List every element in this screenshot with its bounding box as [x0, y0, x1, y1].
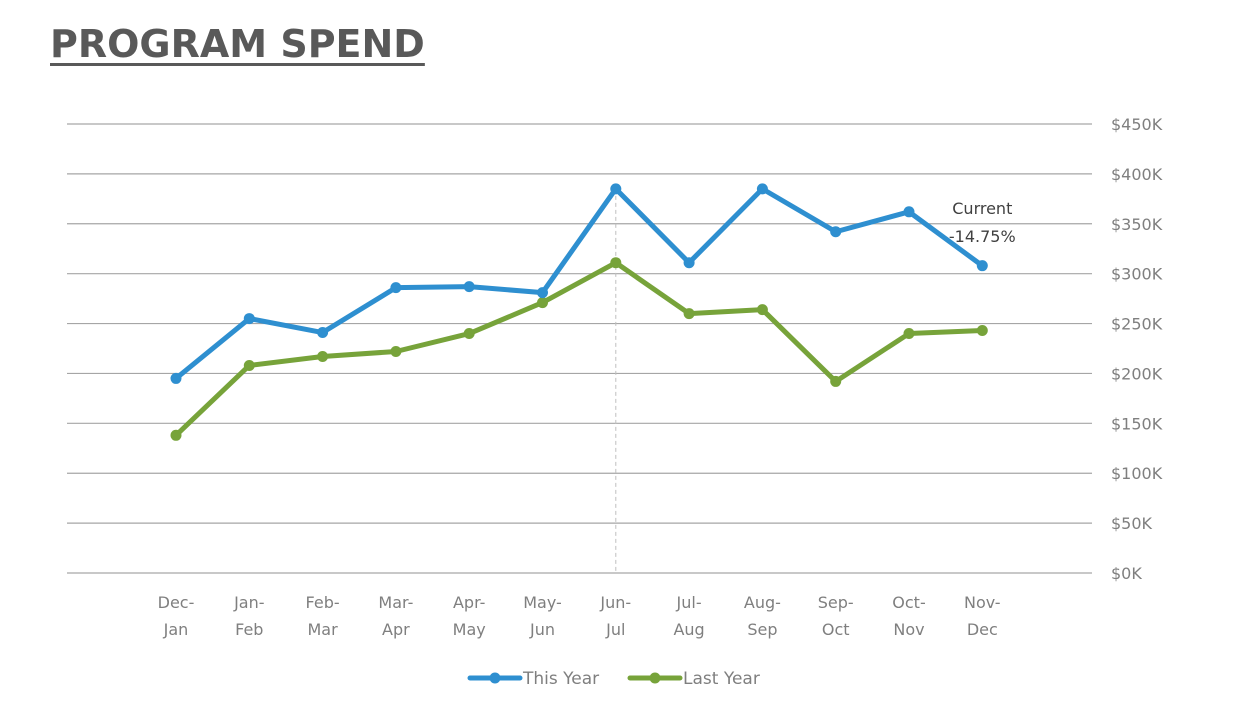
y-tick-label: $50K	[1111, 514, 1153, 533]
data-point	[170, 429, 182, 441]
y-axis-tick-labels: $0K $50K $100K $150K $200K $250K $300K $350K $40…	[1111, 115, 1163, 583]
data-point	[976, 325, 988, 337]
x-tick-label: Dec-	[158, 593, 195, 612]
x-tick-label: Nov-	[964, 593, 1001, 612]
annotation-line: -14.75%	[949, 227, 1016, 246]
data-point	[756, 304, 768, 316]
y-tick-label: $150K	[1111, 414, 1163, 433]
x-tick-label: Oct-	[892, 593, 925, 612]
legend-label: Last Year	[683, 669, 760, 689]
x-tick-label: Jul	[605, 620, 625, 639]
page-title: PROGRAM SPEND	[50, 22, 425, 66]
gridlines	[67, 123, 1092, 574]
legend-marker	[489, 672, 501, 684]
data-point	[756, 183, 768, 195]
y-tick-label: $450K	[1111, 115, 1163, 134]
x-tick-label: Apr-	[453, 593, 485, 612]
x-tick-label: Sep	[747, 620, 777, 639]
legend: This Year Last Year	[467, 669, 760, 689]
data-point	[243, 313, 255, 325]
x-tick-label: Aug	[673, 620, 704, 639]
x-tick-label: Jun-	[599, 593, 631, 612]
x-tick-label: Mar	[308, 620, 339, 639]
series-line-this-year	[173, 186, 985, 381]
x-tick-label: Feb-	[306, 593, 340, 612]
data-point	[463, 281, 475, 293]
x-tick-label: Jan	[163, 620, 189, 639]
x-tick-label: Jun	[529, 620, 555, 639]
x-tick-label: Nov	[893, 620, 924, 639]
data-point	[243, 359, 255, 371]
x-tick-label: May	[453, 620, 486, 639]
y-tick-label: $200K	[1111, 364, 1163, 383]
y-tick-label: $0K	[1111, 564, 1142, 583]
x-tick-label: Mar-	[378, 593, 413, 612]
x-tick-label: Oct	[822, 620, 850, 639]
x-tick-label: Jul-	[676, 593, 702, 612]
x-tick-label: Jan-	[233, 593, 264, 612]
y-tick-label: $100K	[1111, 464, 1163, 483]
y-tick-label: $400K	[1111, 165, 1163, 184]
data-point	[610, 257, 622, 269]
x-tick-label: Aug-	[744, 593, 781, 612]
data-point	[903, 328, 915, 340]
data-point	[683, 257, 695, 269]
series-line-last-year	[173, 260, 985, 438]
x-tick-label: Apr	[382, 620, 410, 639]
data-point	[463, 328, 475, 340]
x-tick-label: Feb	[235, 620, 263, 639]
series-group	[170, 183, 988, 441]
data-point	[390, 345, 402, 357]
legend-marker	[649, 672, 661, 684]
annotation: Current -14.75%	[949, 199, 1016, 246]
data-point	[170, 372, 182, 384]
data-point	[390, 282, 402, 294]
x-tick-label: Dec	[967, 620, 998, 639]
data-point	[537, 297, 548, 309]
data-point	[317, 350, 329, 362]
data-point	[683, 308, 695, 320]
x-tick-label: May-	[523, 593, 562, 612]
y-tick-label: $250K	[1111, 315, 1163, 334]
data-point	[317, 327, 329, 339]
data-point	[830, 226, 842, 238]
legend-label: This Year	[522, 669, 599, 689]
data-point	[537, 287, 548, 299]
y-tick-label: $350K	[1111, 215, 1163, 234]
x-tick-label: Sep-	[818, 593, 854, 612]
data-point	[976, 260, 988, 272]
data-point	[903, 206, 915, 218]
x-axis-tick-labels: Dec- Jan Jan- Feb Feb- Mar Mar- Apr Apr- May May- J…	[158, 593, 1001, 639]
data-point	[610, 183, 622, 195]
y-tick-label: $300K	[1111, 265, 1163, 284]
data-point	[830, 375, 842, 387]
annotation-line: Current	[952, 199, 1012, 218]
